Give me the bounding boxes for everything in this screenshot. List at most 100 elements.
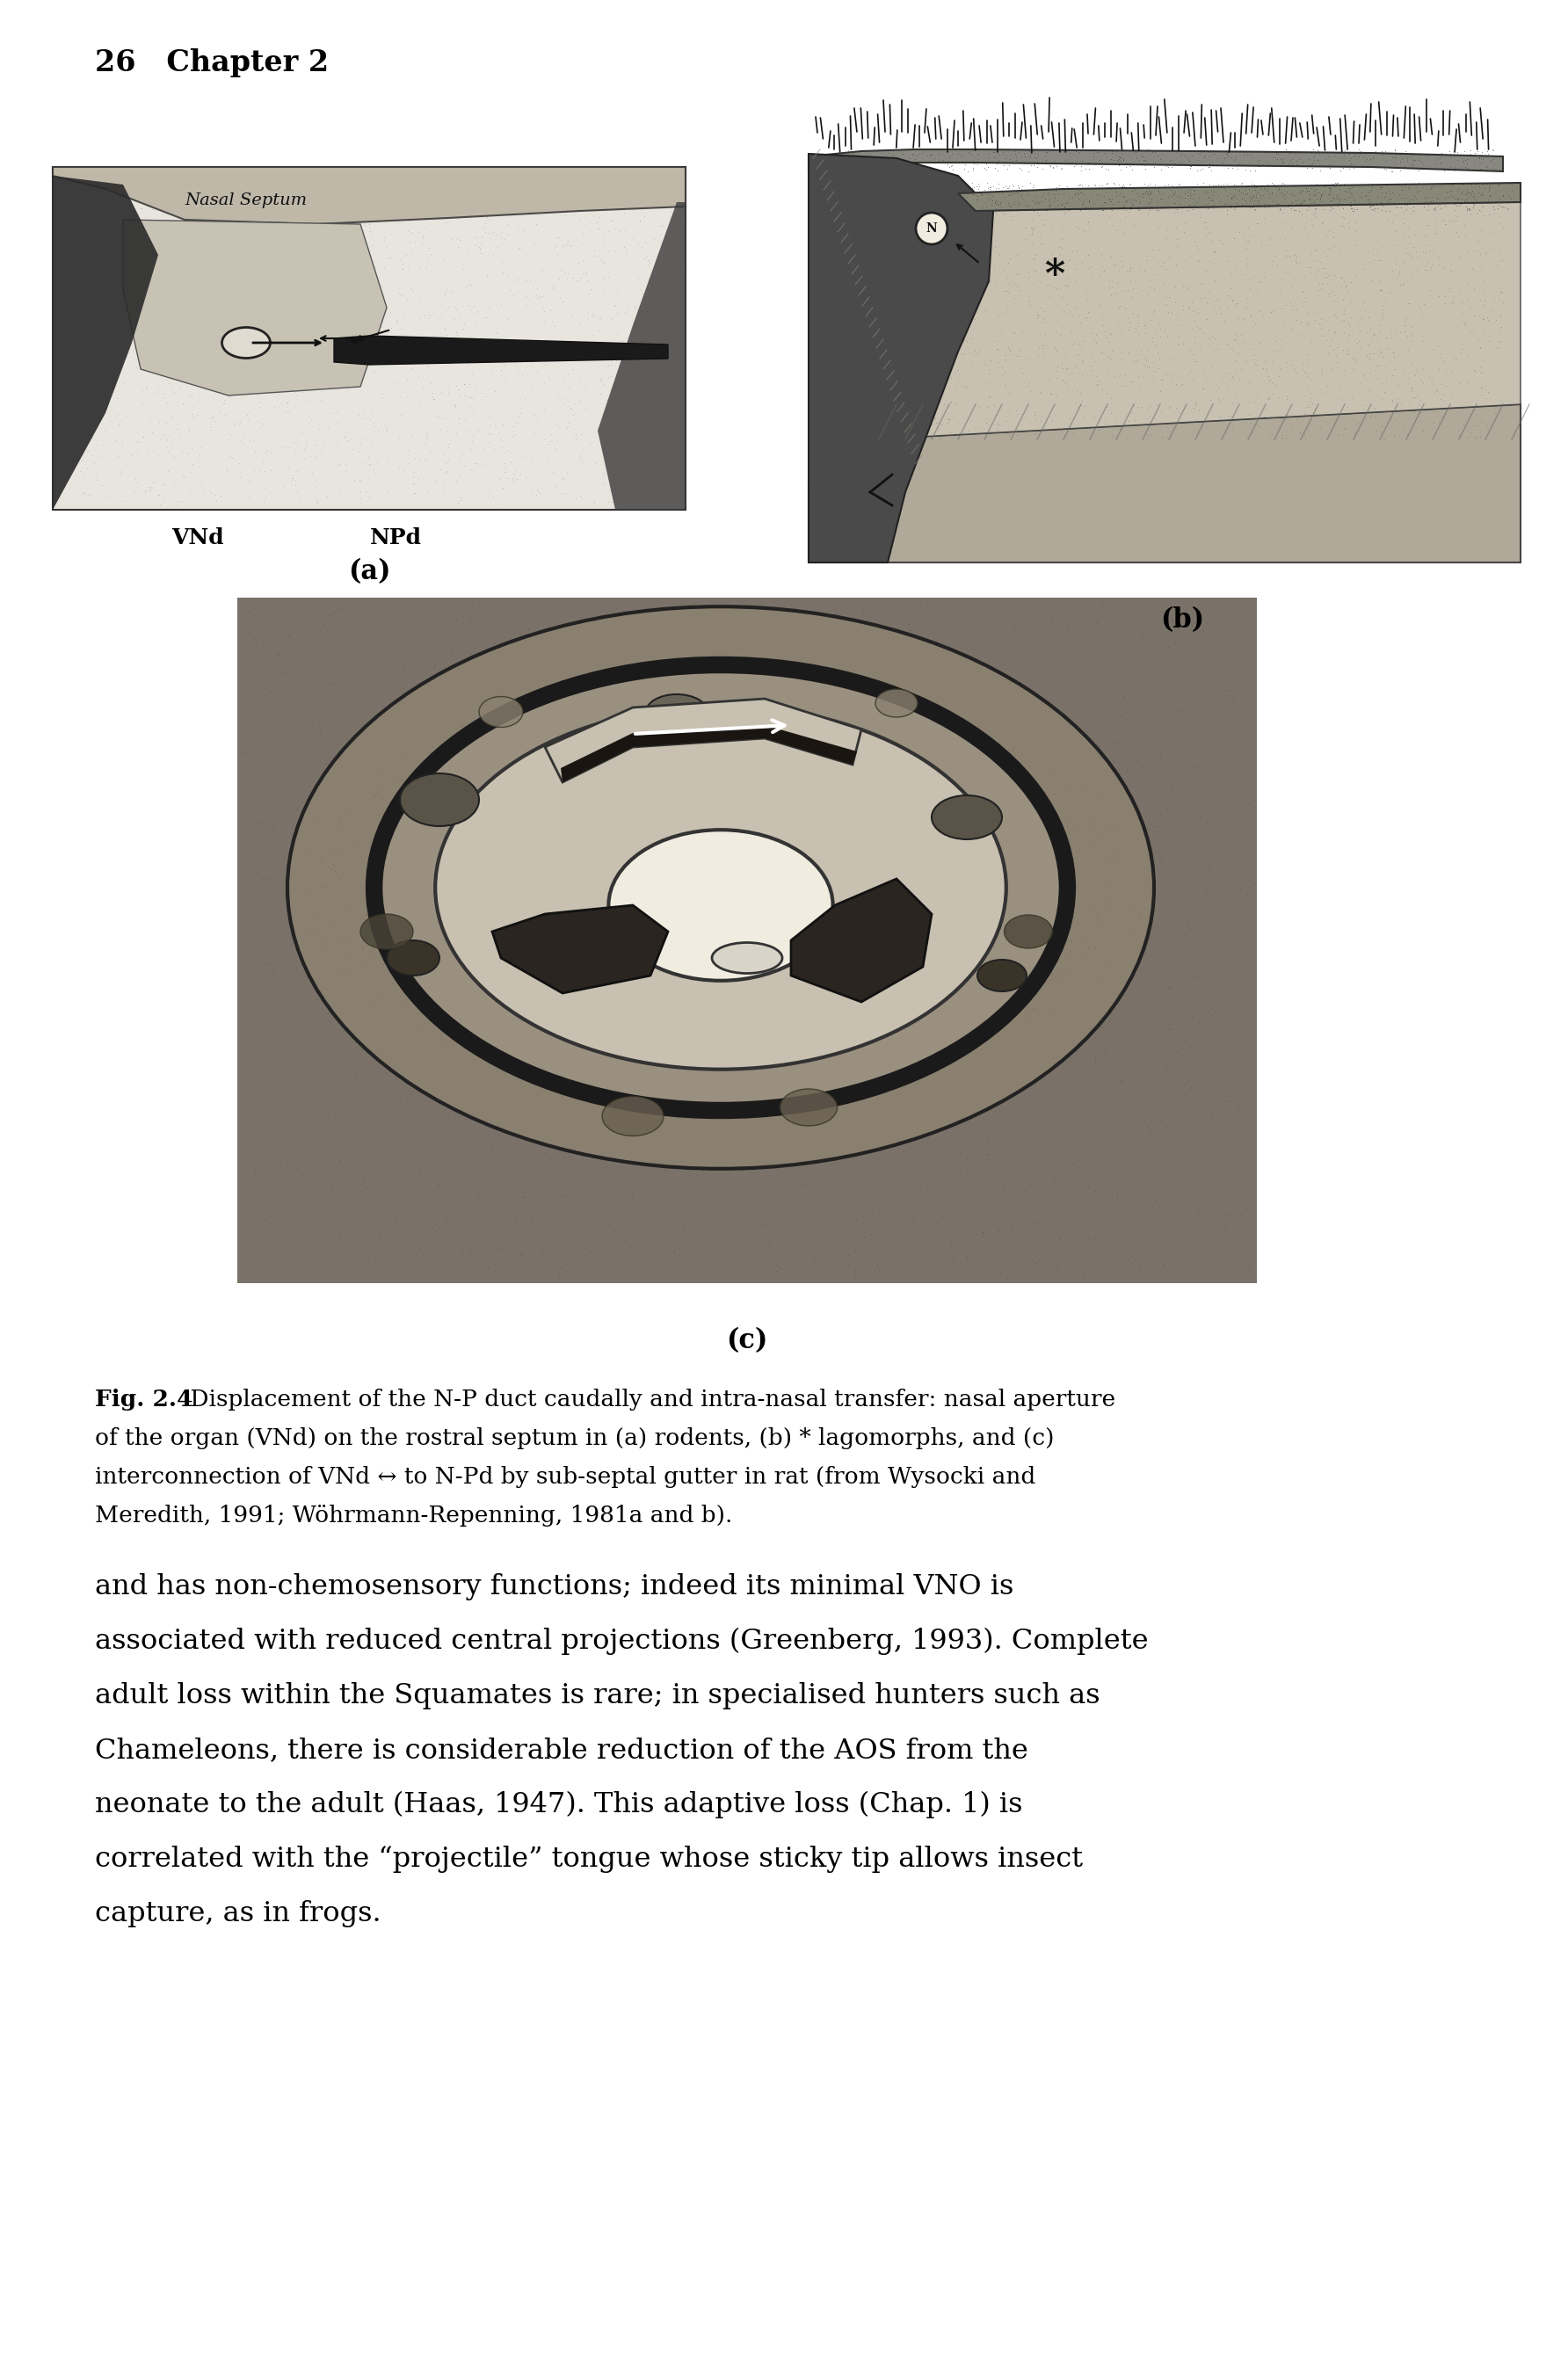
Point <box>963 891 988 929</box>
Point <box>359 1186 384 1224</box>
Point <box>381 658 406 696</box>
Point <box>560 1137 585 1174</box>
Point <box>1000 684 1025 722</box>
Point <box>1116 182 1142 219</box>
Point <box>1062 620 1087 658</box>
Point <box>935 146 960 184</box>
Point <box>690 599 715 637</box>
Point <box>608 870 633 908</box>
Point <box>967 1205 993 1243</box>
Point <box>1228 172 1253 210</box>
Point <box>583 608 608 646</box>
Point <box>1187 264 1212 302</box>
Point <box>952 335 977 373</box>
Point <box>582 858 607 896</box>
Point <box>765 1019 790 1056</box>
Point <box>632 1092 657 1129</box>
Point <box>743 1096 768 1134</box>
Point <box>605 274 630 311</box>
Point <box>1019 208 1044 245</box>
Point <box>662 955 687 993</box>
Point <box>1029 1214 1054 1252</box>
Point <box>751 1096 776 1134</box>
Point <box>643 882 668 920</box>
Point <box>875 658 900 696</box>
Point <box>655 941 681 979</box>
Point <box>1162 184 1187 222</box>
Point <box>368 887 394 924</box>
Point <box>298 1181 323 1219</box>
Point <box>1363 351 1388 389</box>
Point <box>633 757 659 795</box>
Point <box>1221 938 1247 976</box>
Point <box>348 948 373 986</box>
Point <box>541 757 566 795</box>
Point <box>974 804 999 842</box>
Point <box>880 137 905 174</box>
Point <box>737 896 762 934</box>
Point <box>1029 1170 1054 1207</box>
Point <box>1364 396 1389 434</box>
Point <box>908 597 933 634</box>
Point <box>381 844 406 882</box>
Point <box>1134 731 1159 769</box>
Point <box>337 337 362 375</box>
Point <box>817 634 842 672</box>
Point <box>1104 177 1129 215</box>
Point <box>1073 979 1098 1016</box>
Point <box>444 986 469 1023</box>
Point <box>398 269 423 307</box>
Point <box>897 1092 922 1129</box>
Point <box>812 877 837 915</box>
Point <box>952 832 977 870</box>
Point <box>712 747 737 785</box>
Point <box>1018 971 1043 1009</box>
Point <box>608 1196 633 1233</box>
Point <box>1040 672 1065 710</box>
Point <box>110 156 135 193</box>
Point <box>622 936 648 974</box>
Point <box>514 639 539 677</box>
Point <box>265 983 290 1021</box>
Point <box>930 224 955 262</box>
Point <box>497 165 522 203</box>
Point <box>314 967 339 1005</box>
Point <box>1149 248 1174 285</box>
Point <box>759 1092 784 1129</box>
Point <box>342 1056 367 1094</box>
Point <box>1236 884 1261 922</box>
Point <box>637 606 662 644</box>
Point <box>972 1153 997 1191</box>
Point <box>1178 1068 1203 1106</box>
Point <box>624 354 649 391</box>
Point <box>717 903 742 941</box>
Point <box>889 722 914 759</box>
Point <box>649 799 674 837</box>
Point <box>1206 674 1231 712</box>
Point <box>563 870 588 908</box>
Point <box>1428 365 1454 403</box>
Point <box>500 863 525 901</box>
Point <box>111 266 136 304</box>
Point <box>1132 307 1157 344</box>
Point <box>983 396 1008 434</box>
Point <box>187 462 212 500</box>
Point <box>750 1002 775 1040</box>
Point <box>767 804 792 842</box>
Point <box>983 936 1008 974</box>
Point <box>833 1134 858 1172</box>
Point <box>1146 806 1171 844</box>
Point <box>455 391 480 429</box>
Point <box>729 851 754 889</box>
Point <box>241 413 267 450</box>
Point <box>207 193 232 231</box>
Point <box>1491 189 1516 226</box>
Point <box>845 1005 870 1042</box>
Point <box>405 825 430 863</box>
Point <box>1152 1134 1178 1172</box>
Point <box>975 174 1000 212</box>
Point <box>434 790 459 828</box>
Point <box>811 658 836 696</box>
Point <box>1085 365 1110 403</box>
Point <box>599 839 624 877</box>
